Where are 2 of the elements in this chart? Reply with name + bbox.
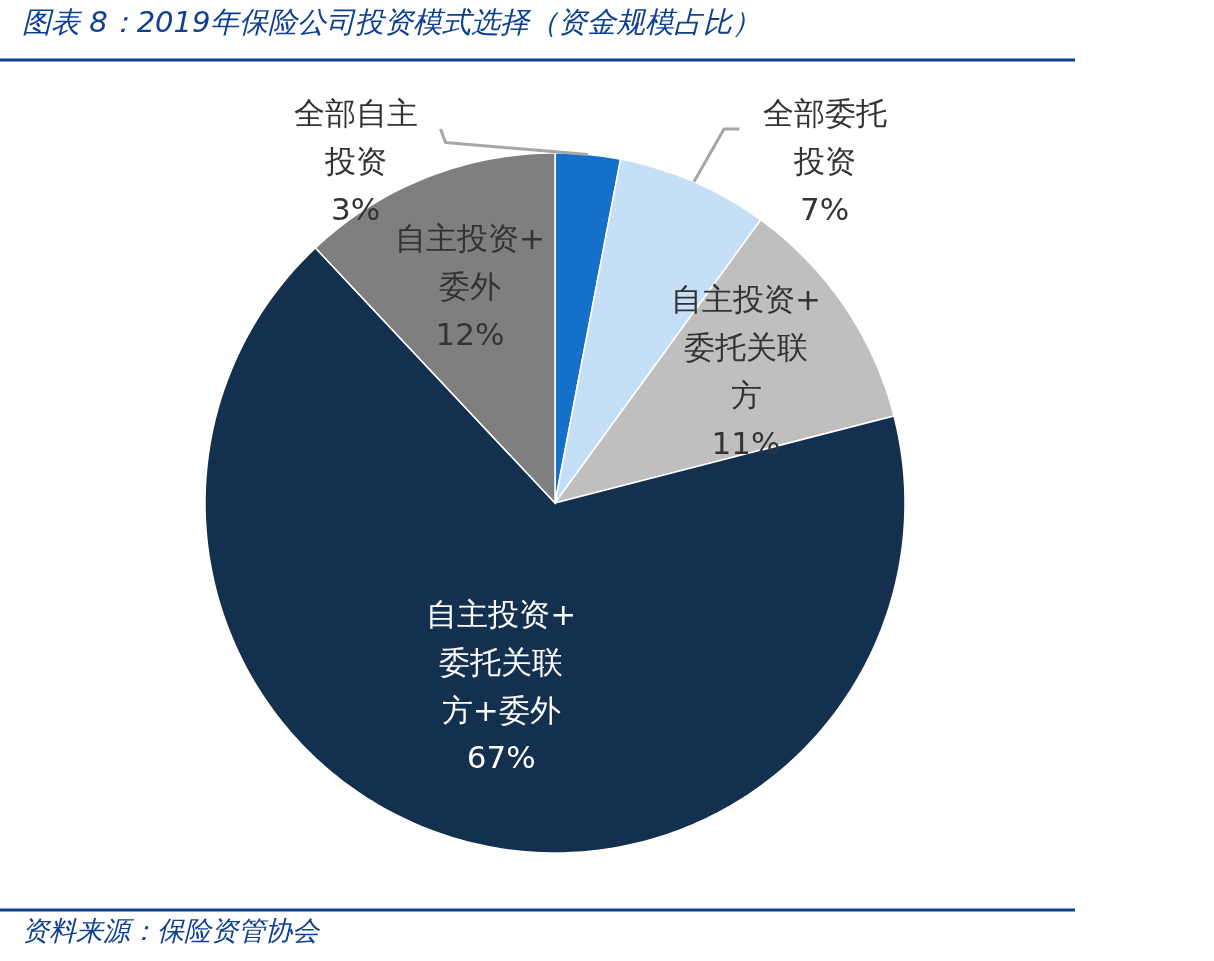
- chart-title: 图表 8：2019年保险公司投资模式选择（资金规模占比）: [22, 5, 762, 39]
- text: 资料来源：保险资管协会: [22, 915, 321, 946]
